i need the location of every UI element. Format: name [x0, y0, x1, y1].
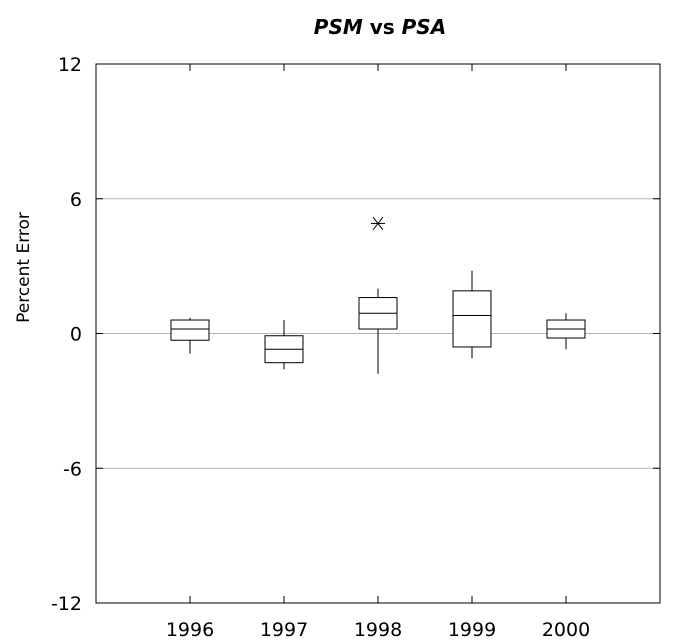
x-tick-label: 1999 — [448, 619, 496, 641]
y-tick-label: 12 — [58, 54, 82, 76]
box-iqr — [452, 290, 492, 348]
x-tick-label: 1996 — [166, 619, 214, 641]
chart-title-part3: PSA — [402, 15, 447, 39]
y-tick-label: -12 — [51, 593, 82, 615]
y-tick-label: 6 — [70, 189, 82, 211]
outlier-marker — [371, 216, 385, 231]
y-tick-label: -6 — [63, 458, 82, 480]
box-1998 — [358, 216, 398, 374]
y-tick-label: 0 — [70, 324, 82, 346]
box-2000 — [546, 313, 586, 350]
box-1999 — [452, 270, 492, 359]
box-iqr — [170, 319, 210, 341]
x-tick-label: 2000 — [542, 619, 590, 641]
chart-title-part1: PSM — [314, 15, 363, 39]
y-axis-label: Percent Error — [14, 212, 34, 323]
outlier-stroke — [372, 216, 384, 231]
x-tick-label: 1997 — [260, 619, 308, 641]
y-tick-labels: 12 6 0 -6 -12 — [51, 54, 82, 615]
chart-title-part2: vs — [363, 15, 402, 39]
axis-ticks — [96, 63, 660, 604]
x-tick-labels: 1996 1997 1998 1999 2000 — [166, 619, 590, 641]
box-series — [170, 216, 586, 374]
box-1997 — [264, 320, 304, 370]
box-1996 — [170, 317, 210, 354]
chart-title: PSM vs PSA — [314, 15, 446, 39]
x-tick-label: 1998 — [354, 619, 402, 641]
